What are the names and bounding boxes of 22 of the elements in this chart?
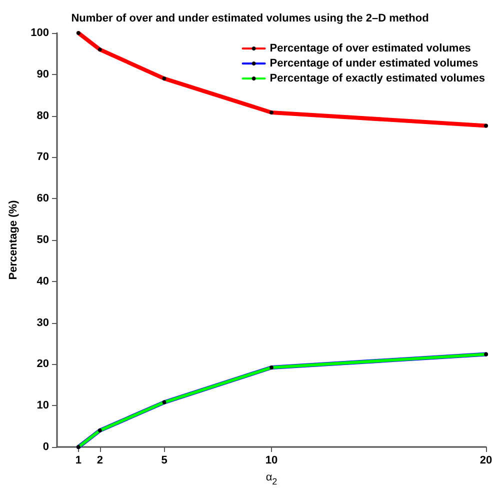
x-tick-label: 2 bbox=[96, 454, 103, 466]
y-tick-label: 50 bbox=[36, 234, 49, 246]
legend-label: Percentage of exactly estimated volumes bbox=[270, 72, 486, 84]
y-axis-title: Percentage (%) bbox=[8, 200, 20, 280]
y-tick-label: 30 bbox=[36, 316, 49, 329]
x-tick-label: 10 bbox=[265, 454, 278, 466]
chart-title: Number of over and under estimated volumes using the 2–D method bbox=[71, 12, 429, 24]
line-series bbox=[76, 31, 488, 128]
y-tick-label: 0 bbox=[42, 441, 49, 453]
y-tick-label: 20 bbox=[36, 358, 49, 370]
legend-label: Percentage of under estimated volumes bbox=[270, 58, 478, 70]
y-tick-label: 70 bbox=[36, 151, 49, 164]
legend-label: Percentage of over estimated volumes bbox=[270, 42, 471, 54]
y-tick-label: 90 bbox=[36, 68, 49, 80]
y-tick-label: 100 bbox=[30, 27, 49, 39]
x-tick-label: 1 bbox=[75, 454, 82, 466]
x-tick-label: 5 bbox=[161, 454, 168, 466]
x-tick-label: 20 bbox=[480, 454, 492, 466]
y-tick-label: 10 bbox=[36, 400, 49, 412]
y-tick-label: 40 bbox=[36, 275, 49, 288]
y-tick-label: 80 bbox=[36, 110, 49, 122]
y-tick-label: 60 bbox=[36, 192, 49, 205]
